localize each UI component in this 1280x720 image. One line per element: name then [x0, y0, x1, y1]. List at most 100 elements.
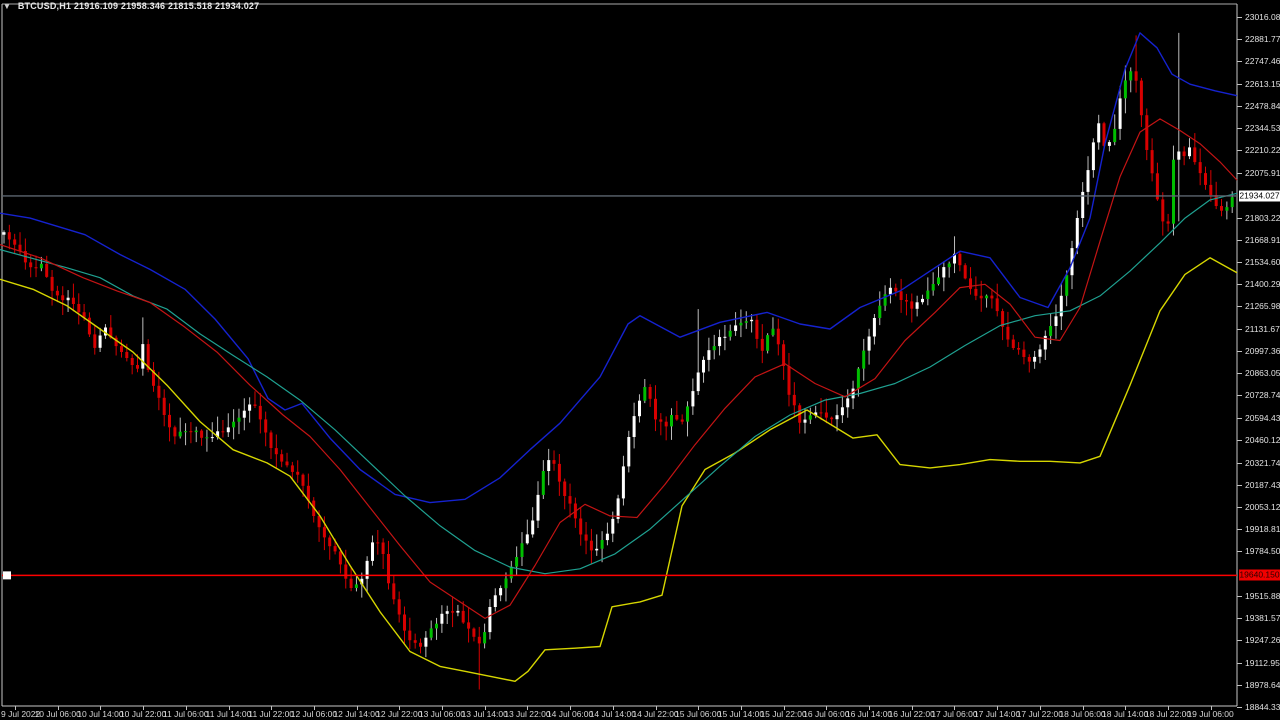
candle [750, 314, 754, 333]
time-tick-mark [912, 706, 913, 710]
candle [883, 285, 887, 311]
candle [1204, 166, 1207, 190]
candle [178, 417, 182, 439]
candle [744, 311, 748, 329]
price-tick-mark [1237, 218, 1242, 219]
candle [846, 389, 850, 418]
price-axis-label: 20460.120 [1245, 434, 1280, 445]
price-tick-mark [1237, 17, 1242, 18]
candle [808, 407, 812, 424]
time-tick-mark [784, 706, 785, 710]
candle [1097, 114, 1101, 150]
candle [1139, 77, 1143, 127]
time-tick-mark [826, 706, 827, 710]
candle [55, 285, 59, 303]
candle [584, 522, 588, 555]
ohlc-low: 21815.518 [167, 1, 213, 11]
candle [1022, 341, 1026, 365]
candles-layer[interactable] [2, 32, 1234, 690]
price-axis-label: 22478.840 [1245, 100, 1280, 111]
candle [531, 507, 535, 538]
time-axis-label: 12 Jul 06:00 [290, 709, 338, 719]
candle [285, 452, 289, 468]
price-tick-mark [1237, 551, 1242, 552]
price-tick-mark [1237, 463, 1242, 464]
candle [696, 309, 700, 395]
price-axis-label: 19918.810 [1245, 524, 1280, 535]
candle [429, 620, 433, 641]
red-line-price-badge[interactable]: 19640.150 [1239, 569, 1280, 581]
candle [638, 394, 641, 423]
candle [162, 389, 166, 427]
candle [1225, 201, 1229, 220]
price-axis-label: 18844.330 [1245, 702, 1280, 712]
price-tick-mark [1237, 618, 1242, 619]
time-axis-label: 17 Jul 06:00 [931, 709, 978, 719]
candle [990, 288, 994, 309]
time-axis-label: 10 Jul 14:00 [77, 709, 124, 719]
candle [766, 333, 770, 354]
candle [803, 408, 807, 434]
time-tick-mark [656, 706, 657, 710]
dropdown-arrow-icon[interactable]: ▼ [3, 2, 12, 11]
candle [1129, 67, 1133, 93]
symbol-timeframe: BTCUSD,H1 [17, 1, 72, 11]
candle [899, 278, 903, 313]
candle [760, 324, 764, 364]
candle [755, 314, 759, 349]
price-axis-label: 19247.260 [1245, 635, 1280, 646]
candle [627, 430, 631, 473]
candle [1017, 342, 1021, 355]
price-tick-mark [1237, 373, 1242, 374]
candle [7, 224, 11, 250]
candle [921, 294, 924, 305]
candle [1198, 148, 1202, 186]
price-tick-mark [1237, 329, 1242, 330]
red-fast-ma-line [0, 118, 1238, 620]
candle [1161, 192, 1165, 236]
candle [659, 413, 663, 436]
price-tick-mark [1237, 507, 1242, 508]
candle [397, 591, 401, 623]
candle [654, 385, 657, 432]
candle [910, 293, 914, 323]
candle [1091, 138, 1095, 178]
candle [600, 531, 604, 563]
time-tick-mark [1168, 706, 1169, 710]
candle [456, 604, 460, 617]
price-axis-label: 22613.150 [1245, 78, 1280, 89]
price-tick-mark [1237, 39, 1242, 40]
time-tick-mark [271, 706, 272, 710]
candle [1043, 330, 1047, 360]
candle [45, 255, 49, 278]
candle [931, 272, 935, 296]
candle [29, 255, 33, 278]
price-tick-mark [1237, 61, 1242, 62]
price-axis-label: 22881.770 [1245, 34, 1280, 45]
candle [942, 261, 946, 292]
candle [1172, 145, 1175, 236]
candle [611, 511, 615, 543]
price-axis-label: 20863.050 [1245, 368, 1280, 379]
price-tick-mark [1237, 485, 1242, 486]
candle [1038, 344, 1042, 364]
candle [739, 309, 743, 338]
candle [371, 535, 374, 566]
candle [1027, 354, 1031, 373]
line-anchor-handle[interactable] [3, 571, 11, 580]
candle [221, 420, 225, 438]
candle [926, 277, 930, 306]
price-axis-label: 21400.290 [1245, 279, 1280, 290]
candle [77, 293, 81, 325]
price-axis-label: 19112.950 [1245, 657, 1280, 668]
time-axis-label: 19 Jul 06:00 [1187, 709, 1234, 719]
price-axis-label: 22747.460 [1245, 56, 1280, 67]
price-tick-mark [1237, 440, 1242, 441]
ohlc-high: 21958.346 [120, 1, 166, 11]
candle [152, 362, 155, 392]
candle [1059, 283, 1063, 330]
price-tick-mark [1237, 128, 1242, 129]
candle [691, 378, 695, 415]
price-axis-label: 19784.500 [1245, 546, 1280, 557]
